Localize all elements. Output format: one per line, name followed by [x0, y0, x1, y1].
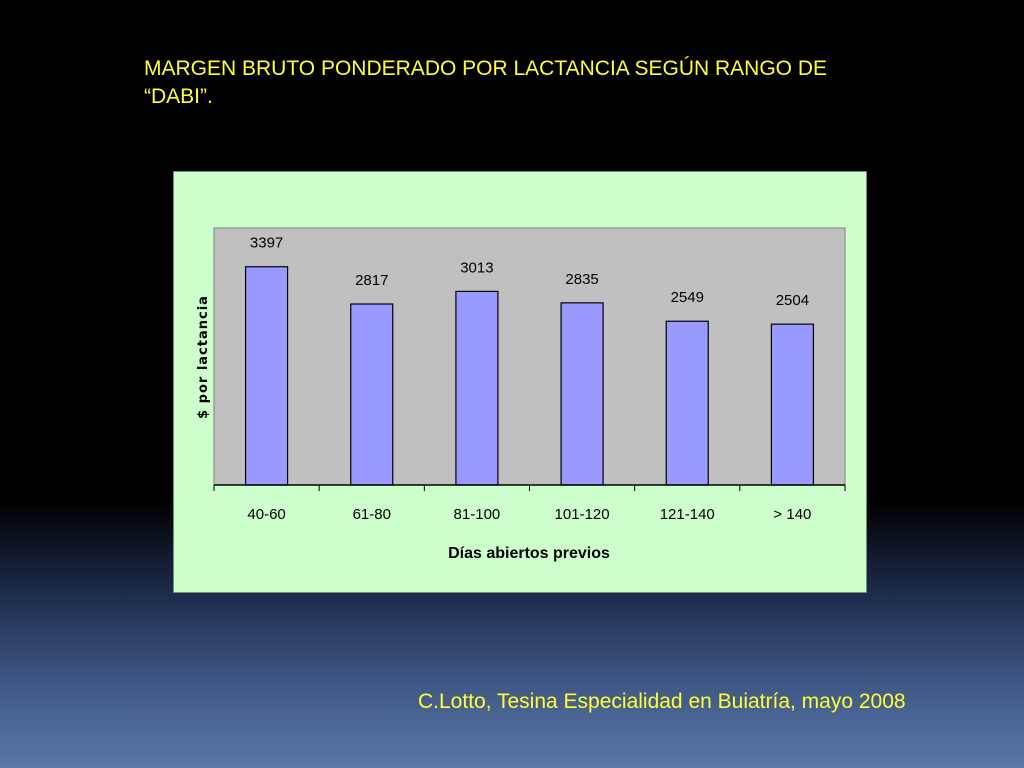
- data-label-3: 2835: [565, 271, 598, 288]
- data-label-0: 3397: [250, 235, 283, 252]
- bar-chart: 3397 2817 3013 2835 2549 2504 40-60 61-80 81-10…: [196, 227, 846, 562]
- x-tick-label-4: 121-140: [660, 506, 715, 523]
- bar-4: [665, 320, 709, 486]
- x-tick-label-5: > 140: [773, 506, 811, 523]
- bar-5: [770, 323, 815, 486]
- bar-1: [350, 303, 394, 486]
- source-citation: C.Lotto, Tesina Especialidad en Buiatría…: [418, 690, 906, 713]
- bar-3: [560, 302, 604, 486]
- value-labels-group: 3397 2817 3013 2835 2549 2504: [250, 235, 809, 309]
- data-label-5: 2504: [776, 292, 809, 309]
- x-tick-label-0: 40-60: [247, 506, 285, 523]
- bar-2: [455, 290, 499, 486]
- x-tick-label-1: 61-80: [353, 506, 391, 523]
- bar-0: [244, 266, 289, 486]
- chart-frame: 3397 2817 3013 2835 2549 2504 40-60 61-80 81-10…: [173, 171, 867, 593]
- slide-title: MARGEN BRUTO PONDERADO POR LACTANCIA SEG…: [144, 57, 827, 108]
- data-label-2: 3013: [460, 259, 493, 276]
- x-axis-label: Días abiertos previos: [448, 545, 610, 562]
- bars-group: [244, 266, 815, 486]
- x-tick-label-2: 81-100: [454, 506, 501, 523]
- x-tick-label-3: 101-120: [555, 506, 610, 523]
- plot-area: [213, 227, 846, 486]
- tick-labels-group: 40-60 61-80 81-100 101-120 121-140 > 140: [247, 506, 811, 523]
- y-axis-label: $ por lactancia: [196, 295, 211, 419]
- ticks-group: [213, 485, 846, 491]
- data-label-4: 2549: [671, 289, 704, 306]
- data-label-1: 2817: [355, 272, 388, 289]
